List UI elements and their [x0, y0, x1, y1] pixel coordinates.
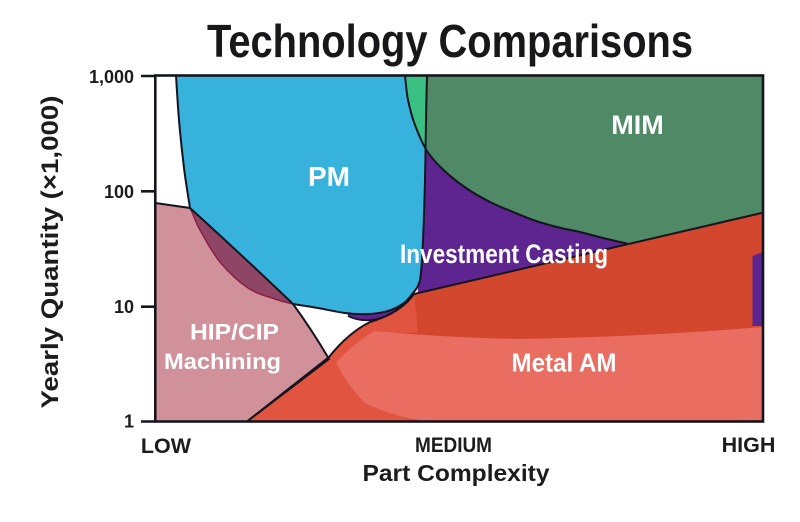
svg-text:PM: PM: [308, 161, 350, 192]
svg-text:MEDIUM: MEDIUM: [415, 433, 492, 457]
svg-text:HIGH: HIGH: [722, 433, 776, 457]
svg-text:HIP/CIP: HIP/CIP: [190, 319, 279, 344]
svg-text:Investment Casting: Investment Casting: [400, 239, 608, 269]
svg-text:10: 10: [114, 297, 134, 317]
svg-text:MIM: MIM: [611, 110, 663, 140]
svg-text:100: 100: [104, 182, 134, 202]
svg-text:Yearly Quantity (×1,000): Yearly Quantity (×1,000): [37, 96, 64, 409]
svg-text:1,000: 1,000: [89, 67, 134, 87]
svg-text:Technology Comparisons: Technology Comparisons: [207, 15, 693, 67]
svg-text:1: 1: [124, 412, 134, 432]
svg-text:Metal AM: Metal AM: [512, 348, 617, 378]
svg-text:LOW: LOW: [141, 434, 192, 458]
svg-text:Part Complexity: Part Complexity: [363, 460, 550, 486]
svg-text:Machining: Machining: [164, 349, 281, 374]
